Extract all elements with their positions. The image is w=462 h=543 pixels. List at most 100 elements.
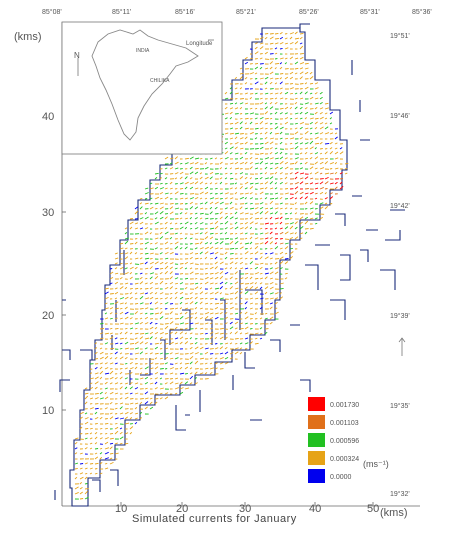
current-vector (304, 107, 308, 110)
current-vector (154, 377, 158, 380)
current-vector (194, 247, 198, 250)
current-vector (214, 312, 219, 315)
current-vector (219, 275, 224, 280)
current-vector (184, 297, 190, 300)
current-vector (99, 332, 104, 335)
current-vector (224, 167, 228, 170)
current-vector (99, 452, 103, 455)
current-vector (179, 187, 184, 190)
current-vector (254, 127, 259, 130)
current-vector (79, 433, 83, 435)
current-vector (269, 231, 273, 235)
current-vector (169, 297, 173, 300)
current-vector (144, 267, 149, 270)
current-vector (169, 236, 173, 240)
current-vector (284, 166, 289, 170)
current-vector (104, 362, 108, 365)
current-vector (184, 212, 188, 215)
current-vector (109, 357, 113, 360)
current-vector (154, 322, 158, 325)
current-vector (159, 397, 163, 400)
current-vector (289, 225, 294, 230)
current-vector (119, 356, 124, 360)
current-vector (309, 146, 314, 150)
current-vector (219, 247, 223, 250)
current-vector (204, 367, 209, 370)
current-vector (254, 122, 259, 125)
current-vector (194, 282, 199, 285)
current-vector (94, 411, 98, 415)
current-vector (169, 262, 174, 265)
current-vector (294, 197, 298, 200)
current-vector (254, 117, 258, 120)
current-vector (209, 222, 214, 225)
current-vector (104, 407, 108, 410)
current-vector (199, 327, 204, 330)
current-vector (94, 462, 99, 465)
current-vector (259, 182, 264, 185)
current-vector (224, 141, 228, 145)
current-vector (259, 337, 263, 340)
current-vector (264, 117, 269, 120)
current-vector (299, 191, 304, 195)
current-vector (119, 307, 123, 310)
current-vector (184, 316, 189, 320)
current-vector (179, 232, 183, 235)
current-vector (239, 113, 243, 115)
current-vector (124, 341, 129, 345)
current-vector (219, 161, 223, 165)
current-vector (94, 376, 99, 380)
current-vector (184, 366, 189, 370)
current-vector (229, 326, 234, 330)
legend-swatch (308, 469, 325, 483)
current-vector (259, 286, 263, 290)
current-vector (184, 302, 189, 305)
current-vector (209, 357, 213, 360)
current-vector (289, 106, 293, 110)
current-vector (249, 161, 253, 165)
current-vector (179, 366, 183, 370)
current-vector (189, 252, 194, 255)
current-vector (279, 267, 283, 270)
current-vector (104, 422, 109, 425)
current-vector (244, 301, 248, 305)
current-vector (114, 307, 119, 310)
y-tick-label: 10 (42, 405, 54, 417)
current-vector (334, 171, 338, 175)
current-vector (234, 146, 238, 150)
current-vector (219, 336, 224, 340)
current-vector (189, 216, 193, 220)
current-vector (179, 312, 183, 315)
current-vector (244, 61, 249, 65)
current-vector (319, 126, 324, 130)
current-vector (109, 327, 113, 330)
current-vector (144, 282, 148, 285)
current-vector (154, 332, 159, 335)
current-vector (194, 232, 199, 235)
current-vector (259, 327, 263, 330)
y-unit-label: (kms) (14, 31, 42, 43)
current-vector (149, 182, 153, 185)
current-vector (249, 257, 253, 260)
current-vector (144, 376, 149, 380)
current-vector (269, 66, 273, 70)
current-vector (109, 442, 114, 445)
current-vector (89, 377, 94, 380)
current-vector (149, 281, 154, 285)
current-vector (274, 182, 278, 185)
current-vector (94, 407, 99, 410)
current-vector (129, 322, 133, 325)
current-vector (114, 317, 118, 320)
current-vector (244, 212, 249, 215)
current-vector (284, 182, 288, 185)
current-vector (229, 257, 234, 260)
current-vector (274, 271, 279, 275)
current-vector (79, 452, 83, 455)
current-vector (269, 321, 273, 325)
current-vector (324, 181, 329, 185)
inset-map: INDIA CHILIKA N Longitude (61, 21, 223, 155)
current-vector (109, 452, 114, 455)
current-vector (184, 267, 188, 270)
current-vector (269, 216, 273, 220)
current-vector (309, 82, 314, 85)
